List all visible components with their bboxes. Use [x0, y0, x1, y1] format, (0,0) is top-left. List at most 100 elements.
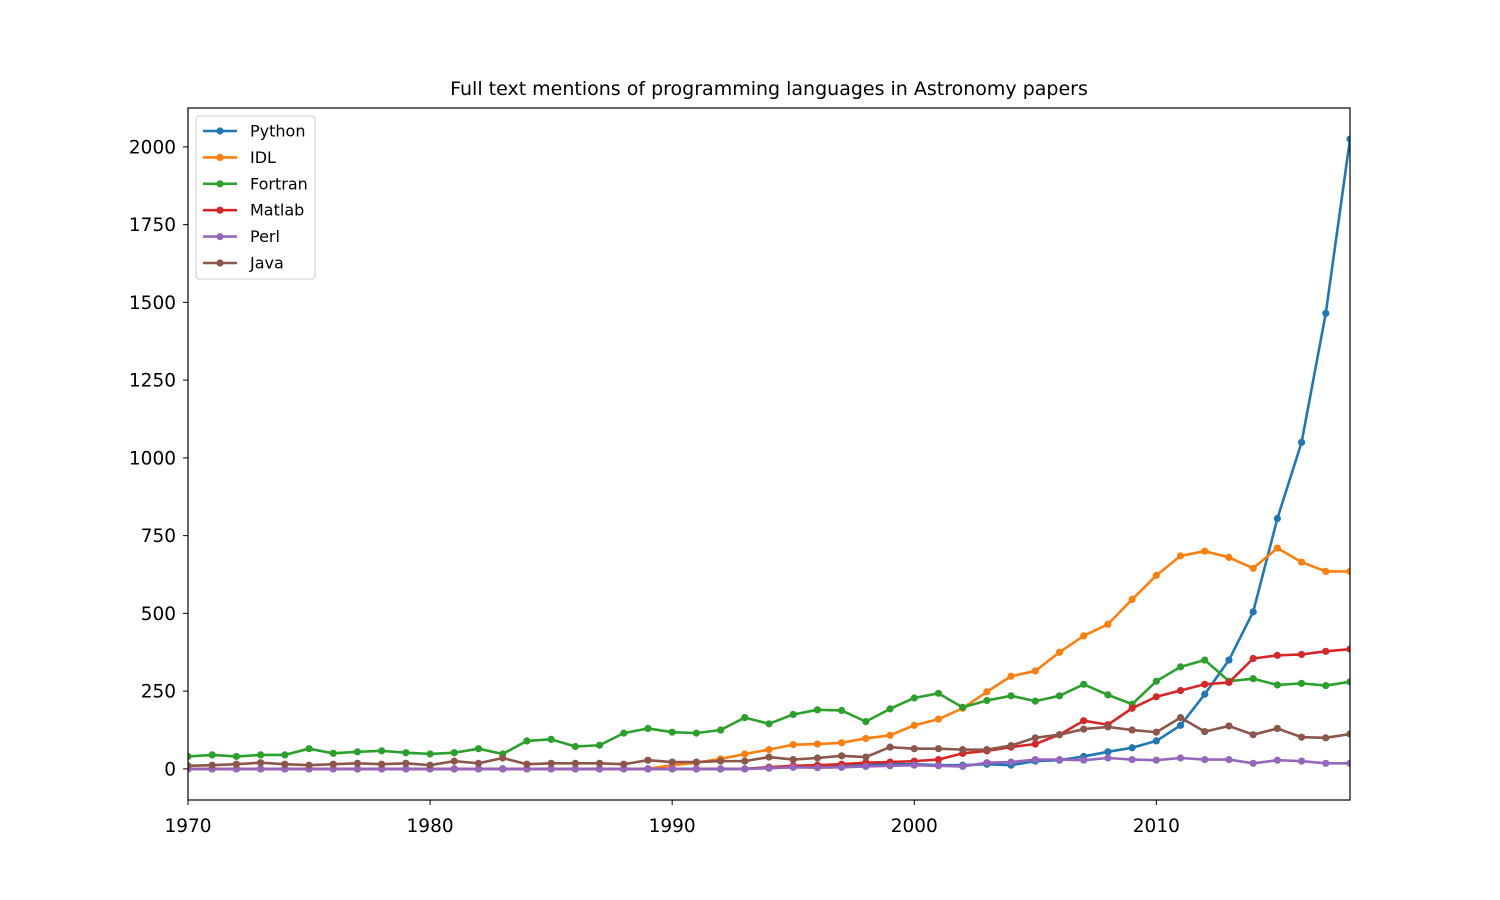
data-point-java	[329, 760, 337, 768]
data-point-idl	[1055, 648, 1064, 656]
data-point-idl	[910, 721, 918, 729]
legend-label-perl: Perl	[250, 227, 280, 246]
data-point-java	[789, 755, 797, 764]
series-fortran	[188, 656, 1350, 761]
legend-marker-python	[216, 127, 224, 135]
data-point-fortran	[1007, 692, 1015, 700]
data-point-java	[1273, 724, 1281, 733]
data-point-perl	[741, 765, 749, 773]
data-point-fortran	[378, 747, 386, 755]
data-point-perl	[1080, 756, 1088, 764]
data-point-fortran	[765, 720, 773, 728]
data-point-idl	[862, 734, 870, 743]
data-point-java	[716, 757, 725, 765]
data-point-matlab	[1201, 680, 1209, 688]
data-point-java	[886, 743, 894, 751]
data-point-perl	[474, 765, 483, 773]
data-point-java	[1346, 730, 1350, 738]
y-tick-label: 1250	[129, 371, 176, 392]
data-point-perl	[1031, 755, 1039, 764]
data-point-perl	[1176, 754, 1185, 762]
legend-marker-perl	[216, 233, 224, 241]
data-point-perl	[1055, 755, 1064, 764]
data-point-fortran	[959, 703, 967, 711]
data-point-java	[402, 759, 410, 767]
data-point-fortran	[232, 752, 241, 761]
data-point-perl	[1007, 758, 1015, 766]
x-tick-label: 1980	[407, 816, 454, 837]
data-point-fortran	[1055, 692, 1064, 700]
data-point-java	[257, 759, 265, 767]
data-point-java	[426, 761, 434, 769]
data-point-perl	[547, 765, 555, 773]
data-point-perl	[934, 762, 943, 770]
data-point-perl	[1346, 759, 1350, 767]
data-point-fortran	[450, 749, 458, 757]
data-point-perl	[668, 765, 676, 773]
chart-title: Full text mentions of programming langua…	[450, 78, 1088, 100]
data-point-fortran	[813, 706, 822, 714]
data-point-java	[644, 756, 652, 764]
data-point-idl	[1249, 564, 1257, 572]
data-point-fortran	[862, 718, 870, 726]
legend-item-matlab: Matlab	[203, 201, 304, 220]
data-point-java	[1007, 741, 1015, 750]
data-point-fortran	[305, 745, 313, 753]
data-point-idl	[1152, 571, 1160, 580]
data-point-idl	[1031, 667, 1039, 675]
data-point-perl	[1128, 755, 1136, 764]
data-point-python	[1297, 438, 1306, 446]
data-point-idl	[886, 731, 894, 739]
data-point-java	[1055, 731, 1064, 739]
data-point-perl	[813, 764, 822, 772]
data-point-java	[188, 762, 192, 770]
data-point-perl	[692, 765, 700, 773]
legend-marker-fortran	[216, 180, 224, 188]
data-point-java	[910, 745, 918, 753]
data-point-matlab	[1273, 651, 1281, 659]
data-point-python	[1225, 656, 1233, 664]
y-axis: 0 250 500 750 1000 1250 1500 1750 2000	[129, 137, 188, 780]
legend-item-idl: IDL	[203, 148, 276, 167]
data-point-java	[378, 760, 386, 768]
data-point-fortran	[281, 751, 289, 759]
legend-label-matlab: Matlab	[250, 201, 304, 220]
data-point-perl	[499, 765, 507, 773]
data-point-fortran	[692, 729, 700, 737]
data-point-java	[1176, 713, 1185, 722]
data-point-fortran	[1152, 677, 1160, 685]
data-point-idl	[1225, 553, 1233, 562]
data-point-fortran	[426, 750, 434, 758]
data-point-java	[474, 759, 483, 767]
data-point-perl	[571, 765, 579, 773]
legend-marker-java	[216, 259, 224, 267]
data-point-perl	[789, 763, 797, 771]
data-point-fortran	[716, 726, 725, 734]
data-point-matlab	[1297, 650, 1306, 659]
data-point-java	[281, 760, 289, 768]
data-point-java	[1297, 733, 1306, 741]
data-point-fortran	[838, 706, 846, 715]
data-point-idl	[934, 715, 943, 723]
data-point-fortran	[474, 745, 483, 753]
legend-marker-idl	[216, 153, 224, 161]
data-point-fortran	[789, 710, 797, 719]
data-point-java	[959, 746, 967, 754]
data-point-idl	[838, 739, 846, 747]
data-point-java	[305, 761, 313, 769]
data-point-idl	[765, 746, 773, 754]
data-point-java	[862, 753, 870, 761]
data-point-java	[232, 760, 241, 768]
data-point-java	[1322, 734, 1330, 742]
y-tick-label: 1500	[129, 293, 176, 314]
series-java	[188, 713, 1350, 770]
data-point-python	[1152, 737, 1160, 745]
data-point-fortran	[1080, 680, 1088, 688]
data-point-fortran	[523, 737, 531, 745]
series-layer	[188, 135, 1350, 773]
data-point-fortran	[595, 741, 604, 749]
data-point-fortran	[1273, 681, 1281, 689]
data-point-java	[1104, 723, 1112, 731]
